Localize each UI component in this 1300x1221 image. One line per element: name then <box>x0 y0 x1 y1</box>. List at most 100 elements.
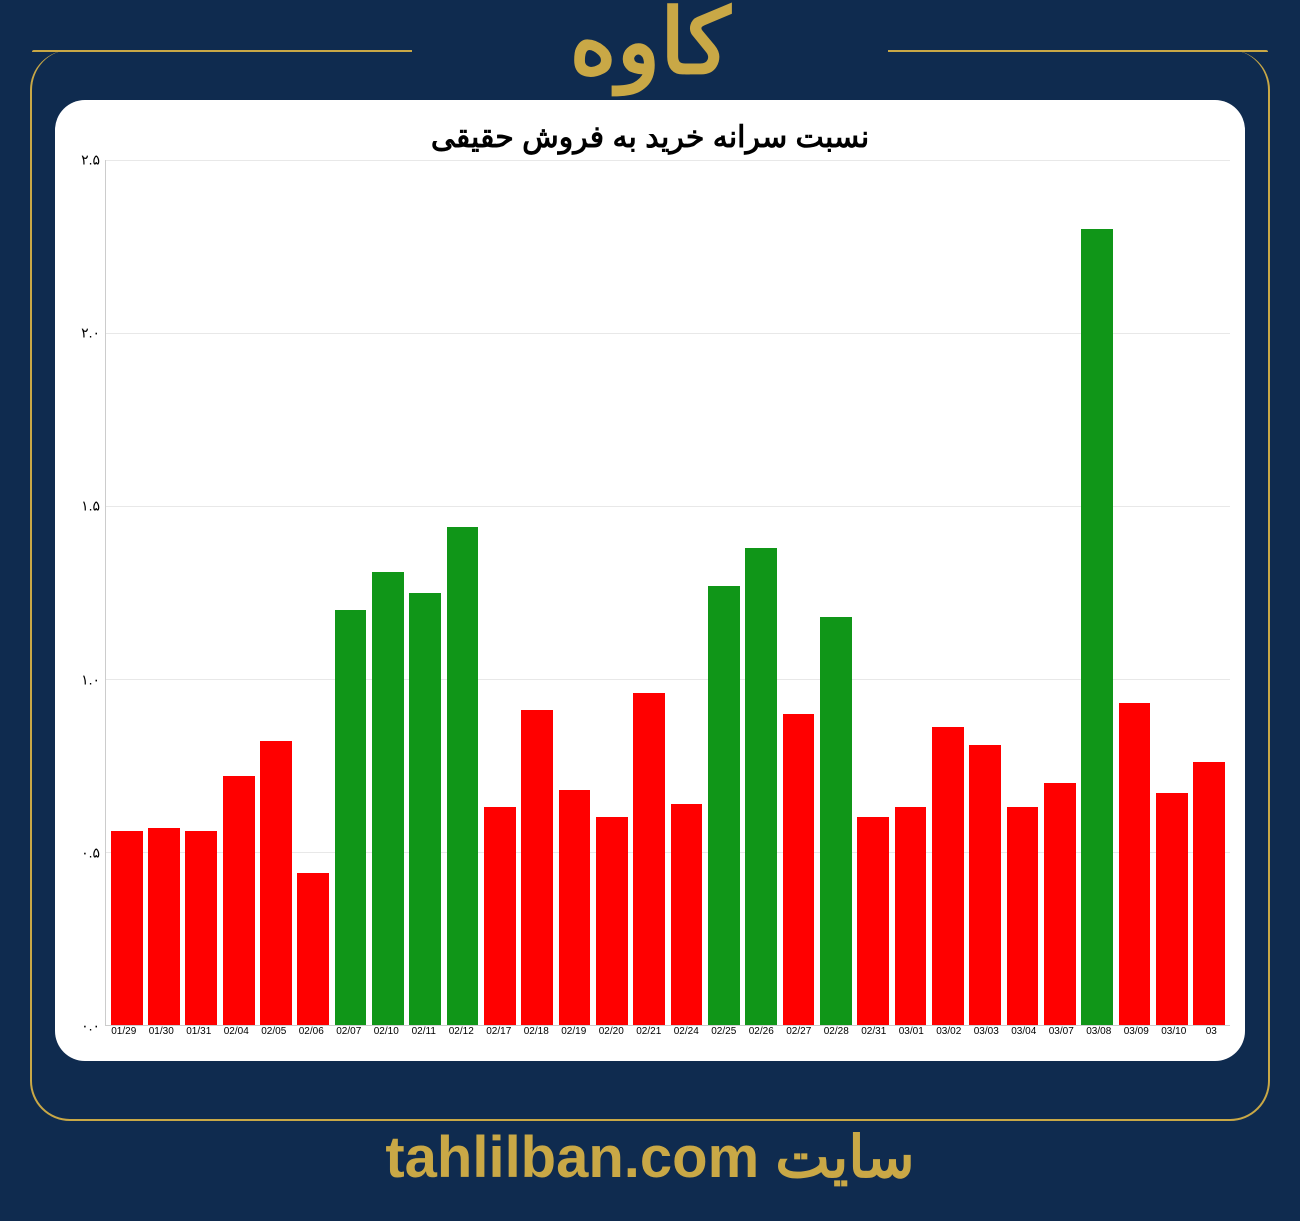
bar <box>857 817 889 1025</box>
bar-slot <box>929 160 966 1025</box>
y-tick-label: ۰.۵ <box>81 844 100 861</box>
x-tick-label: 02/26 <box>743 1026 781 1046</box>
bar <box>260 741 292 1025</box>
bar-slot <box>108 160 145 1025</box>
chart-title: نسبت سرانه خرید به فروش حقیقی <box>65 120 1235 155</box>
x-tick-label: 02/10 <box>368 1026 406 1046</box>
x-tick-label: 03/07 <box>1043 1026 1081 1046</box>
bar <box>447 527 479 1025</box>
bar <box>745 548 777 1025</box>
bar-slot <box>220 160 257 1025</box>
y-tick-label: ۱.۵ <box>81 498 100 515</box>
bar-slot <box>183 160 220 1025</box>
bar <box>559 790 591 1025</box>
bar-slot <box>1116 160 1153 1025</box>
bar-slot <box>257 160 294 1025</box>
y-tick-label: ۲.۰ <box>81 325 100 342</box>
bar-slot <box>519 160 556 1025</box>
footer-text: سایت tahlilban.com <box>0 1123 1300 1191</box>
x-tick-label: 03/01 <box>893 1026 931 1046</box>
bar <box>185 831 217 1025</box>
bar-slot <box>369 160 406 1025</box>
x-tick-label: 03/03 <box>968 1026 1006 1046</box>
bar-slot <box>1191 160 1228 1025</box>
bars-row <box>106 160 1230 1025</box>
bar <box>1156 793 1188 1025</box>
bar-slot <box>1153 160 1190 1025</box>
bar-slot <box>1079 160 1116 1025</box>
bar-slot <box>593 160 630 1025</box>
bar-slot <box>892 160 929 1025</box>
bar-slot <box>743 160 780 1025</box>
bar-slot <box>817 160 854 1025</box>
x-tick-label: 03/09 <box>1118 1026 1156 1046</box>
bar <box>708 586 740 1025</box>
bar-slot <box>444 160 481 1025</box>
bar <box>521 710 553 1025</box>
chart-plot: ۰.۰۰.۵۱.۰۱.۵۲.۰۲.۵ 01/2901/3001/3102/040… <box>65 160 1235 1046</box>
bar <box>148 828 180 1025</box>
x-tick-label: 03/10 <box>1155 1026 1193 1046</box>
x-tick-label: 02/06 <box>293 1026 331 1046</box>
bar <box>820 617 852 1025</box>
bar-slot <box>855 160 892 1025</box>
bar <box>1007 807 1039 1025</box>
chart-card: نسبت سرانه خرید به فروش حقیقی ۰.۰ ۰.۵ ۱.۰ ۱… <box>55 100 1245 1061</box>
bar-slot <box>556 160 593 1025</box>
x-tick-label: 01/30 <box>143 1026 181 1046</box>
x-tick-label: 02/04 <box>218 1026 256 1046</box>
x-tick-label: 02/18 <box>518 1026 556 1046</box>
bar <box>783 714 815 1025</box>
x-tick-label: 02/28 <box>818 1026 856 1046</box>
x-tick-label: 02/12 <box>443 1026 481 1046</box>
x-tick-label: 01/31 <box>180 1026 218 1046</box>
x-tick-label: 02/05 <box>255 1026 293 1046</box>
x-tick-label: 02/20 <box>593 1026 631 1046</box>
bar-slot <box>145 160 182 1025</box>
bar-slot <box>668 160 705 1025</box>
x-tick-label: 02/17 <box>480 1026 518 1046</box>
x-labels: 01/2901/3001/3102/0402/0502/0602/0702/10… <box>105 1026 1230 1046</box>
x-tick-label: 03 <box>1193 1026 1231 1046</box>
bar <box>1193 762 1225 1025</box>
bar <box>409 593 441 1026</box>
x-tick-label: 03/04 <box>1005 1026 1043 1046</box>
bar-slot <box>780 160 817 1025</box>
bar <box>932 727 964 1025</box>
y-tick-label: ۰.۰ <box>81 1018 100 1035</box>
bar-slot <box>705 160 742 1025</box>
bar <box>1081 229 1113 1025</box>
bar <box>372 572 404 1025</box>
bar-slot <box>295 160 332 1025</box>
bar-slot <box>1004 160 1041 1025</box>
x-tick-label: 03/08 <box>1080 1026 1118 1046</box>
y-tick-label: ۲.۵ <box>81 152 100 169</box>
bar-slot <box>967 160 1004 1025</box>
y-tick-label: ۱.۰ <box>81 671 100 688</box>
bar <box>969 745 1001 1025</box>
x-tick-label: 02/25 <box>705 1026 743 1046</box>
x-tick-label: 02/19 <box>555 1026 593 1046</box>
x-tick-label: 02/31 <box>855 1026 893 1046</box>
page-title: کاوه <box>0 0 1300 95</box>
bar-slot <box>631 160 668 1025</box>
x-tick-label: 02/07 <box>330 1026 368 1046</box>
bar <box>484 807 516 1025</box>
bar <box>297 873 329 1025</box>
bar <box>1044 783 1076 1025</box>
x-tick-label: 03/02 <box>930 1026 968 1046</box>
bar <box>335 610 367 1025</box>
bar <box>223 776 255 1025</box>
y-axis: ۰.۰۰.۵۱.۰۱.۵۲.۰۲.۵ <box>65 160 105 1026</box>
bar-slot <box>407 160 444 1025</box>
x-tick-label: 02/11 <box>405 1026 443 1046</box>
bar-slot <box>1041 160 1078 1025</box>
bar-slot <box>332 160 369 1025</box>
x-tick-label: 01/29 <box>105 1026 143 1046</box>
bar <box>596 817 628 1025</box>
bar <box>111 831 143 1025</box>
bar <box>1119 703 1151 1025</box>
plot-area <box>105 160 1230 1026</box>
x-tick-label: 02/24 <box>668 1026 706 1046</box>
bar <box>895 807 927 1025</box>
